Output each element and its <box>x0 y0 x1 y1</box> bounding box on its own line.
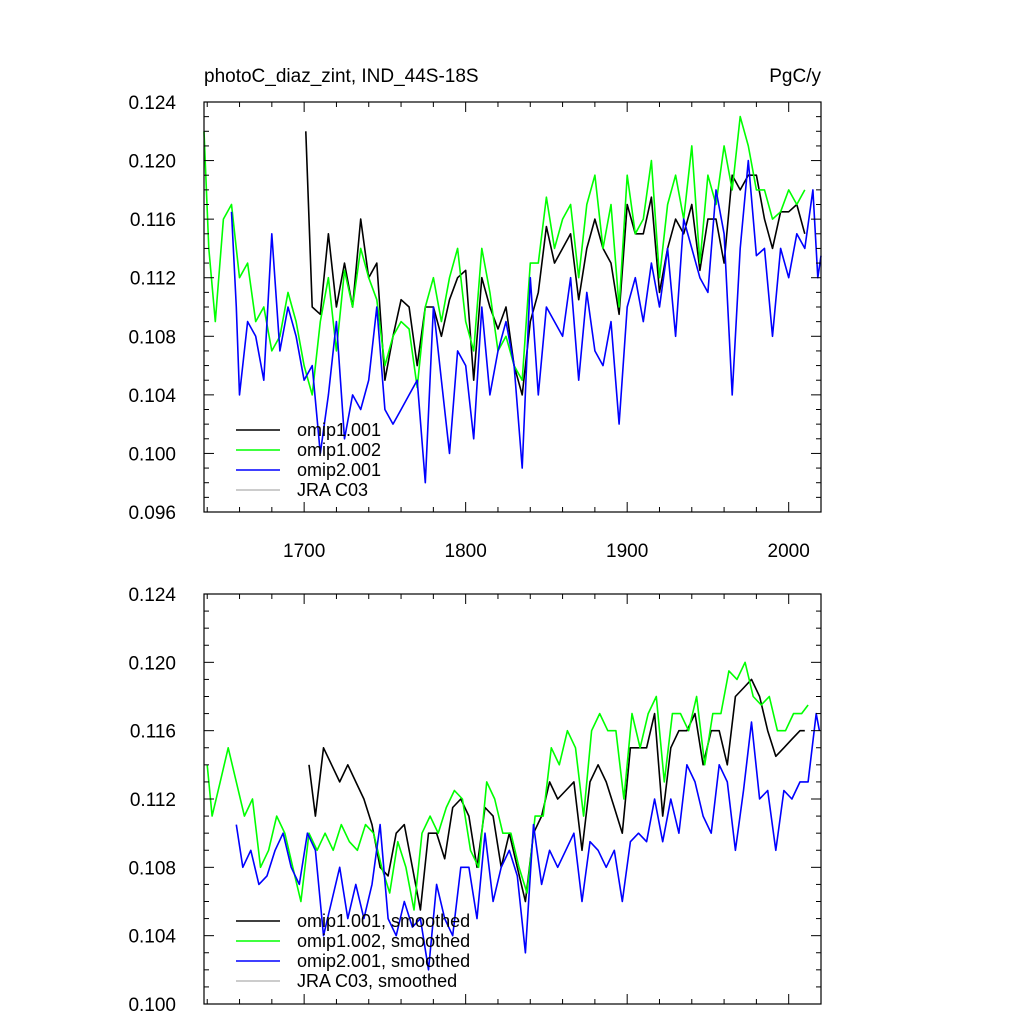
legend-label: omip2.001, smoothed <box>297 951 470 971</box>
y-tick-label: 0.116 <box>130 722 176 743</box>
top-series-group <box>203 115 822 484</box>
y-tick-label: 0.104 <box>128 386 176 407</box>
legend-label: omip2.001 <box>297 460 381 480</box>
y-tick-label: 0.096 <box>128 503 176 524</box>
y-tick-label: 0.120 <box>128 152 176 173</box>
legend-label: omip1.001 <box>297 420 381 440</box>
x-tick-label: 2000 <box>768 541 810 562</box>
x-tick-label: 1800 <box>445 541 487 562</box>
legend-label: omip1.002, smoothed <box>297 931 470 951</box>
y-tick-label: 0.120 <box>128 653 176 674</box>
chart-title: photoC_diaz_zint, IND_44S-18S <box>204 66 479 87</box>
y-tick-label: 0.108 <box>128 327 176 348</box>
y-tick-label: 0.112 <box>130 790 176 811</box>
top-panel: photoC_diaz_zint, IND_44S-18S PgC/y 0.09… <box>128 66 822 562</box>
series-line-3 <box>230 159 822 484</box>
y-tick-label: 0.116 <box>130 210 176 231</box>
series-line-3 <box>235 712 821 971</box>
y-tick-label: 0.100 <box>128 995 176 1016</box>
bottom-panel: 0.100 0.104 0.108 0.112 0.116 0.120 0.124 omip… <box>128 585 822 1016</box>
legend-label: JRA C03, smoothed <box>297 971 457 991</box>
y-tick-label: 0.112 <box>130 269 176 290</box>
x-tick-label: 1900 <box>606 541 648 562</box>
y-tick-label: 0.100 <box>128 444 176 465</box>
series-line-2 <box>203 115 806 396</box>
legend-label: JRA C03 <box>297 480 368 500</box>
series-line-2 <box>206 661 809 911</box>
bottom-axis-ticks: 0.100 0.104 0.108 0.112 0.116 0.120 0.124 <box>128 585 822 1016</box>
y-tick-label: 0.104 <box>128 927 176 948</box>
series-line-1 <box>305 131 806 396</box>
legend-label: omip1.001, smoothed <box>297 911 470 931</box>
bottom-series-group <box>206 661 821 971</box>
y-tick-label: 0.108 <box>128 858 176 879</box>
y-tick-label: 0.124 <box>128 93 176 114</box>
units-label: PgC/y <box>769 66 821 87</box>
top-axis-ticks: 0.096 0.100 0.104 0.108 0.112 0.116 0.120 0.124… <box>128 93 822 562</box>
legend-label: omip1.002 <box>297 440 381 460</box>
y-tick-label: 0.124 <box>128 585 176 606</box>
x-tick-label: 1700 <box>283 541 325 562</box>
series-line-1 <box>308 678 805 911</box>
